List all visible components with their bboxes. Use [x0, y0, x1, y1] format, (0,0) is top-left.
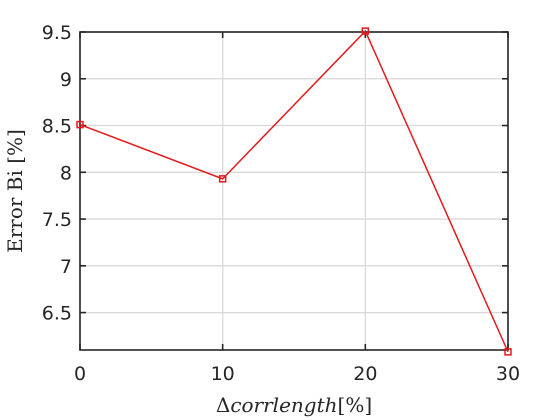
y-axis-label: Error Bi [%]: [3, 129, 27, 253]
y-tick-label: 6.5: [42, 303, 72, 325]
x-tick-label: 20: [353, 363, 377, 385]
x-axis-label-prefix: Δ: [216, 393, 230, 417]
y-tick-label: 7: [60, 256, 72, 278]
x-axis-label-suffix: [%]: [338, 393, 373, 417]
x-axis-label-italic: corrlength: [230, 393, 337, 417]
y-tick-label: 9: [60, 69, 72, 91]
x-tick-label: 10: [211, 363, 235, 385]
y-tick-label: 7.5: [42, 209, 72, 231]
y-tick-label: 8.5: [42, 116, 72, 138]
y-tick-label: 8: [60, 162, 72, 184]
x-axis-label: Δcorrlength[%]: [216, 393, 372, 417]
x-tick-label: 30: [496, 363, 520, 385]
grid-lines: [80, 32, 508, 350]
y-tick-label: 9.5: [42, 22, 72, 44]
axis-ticks: 0 10 20 30 6.5 7 7.5 8 8.5 9 9.5: [42, 22, 520, 385]
x-tick-label: 0: [74, 363, 86, 385]
plot-frame: [80, 32, 508, 350]
data-series: [77, 28, 511, 355]
